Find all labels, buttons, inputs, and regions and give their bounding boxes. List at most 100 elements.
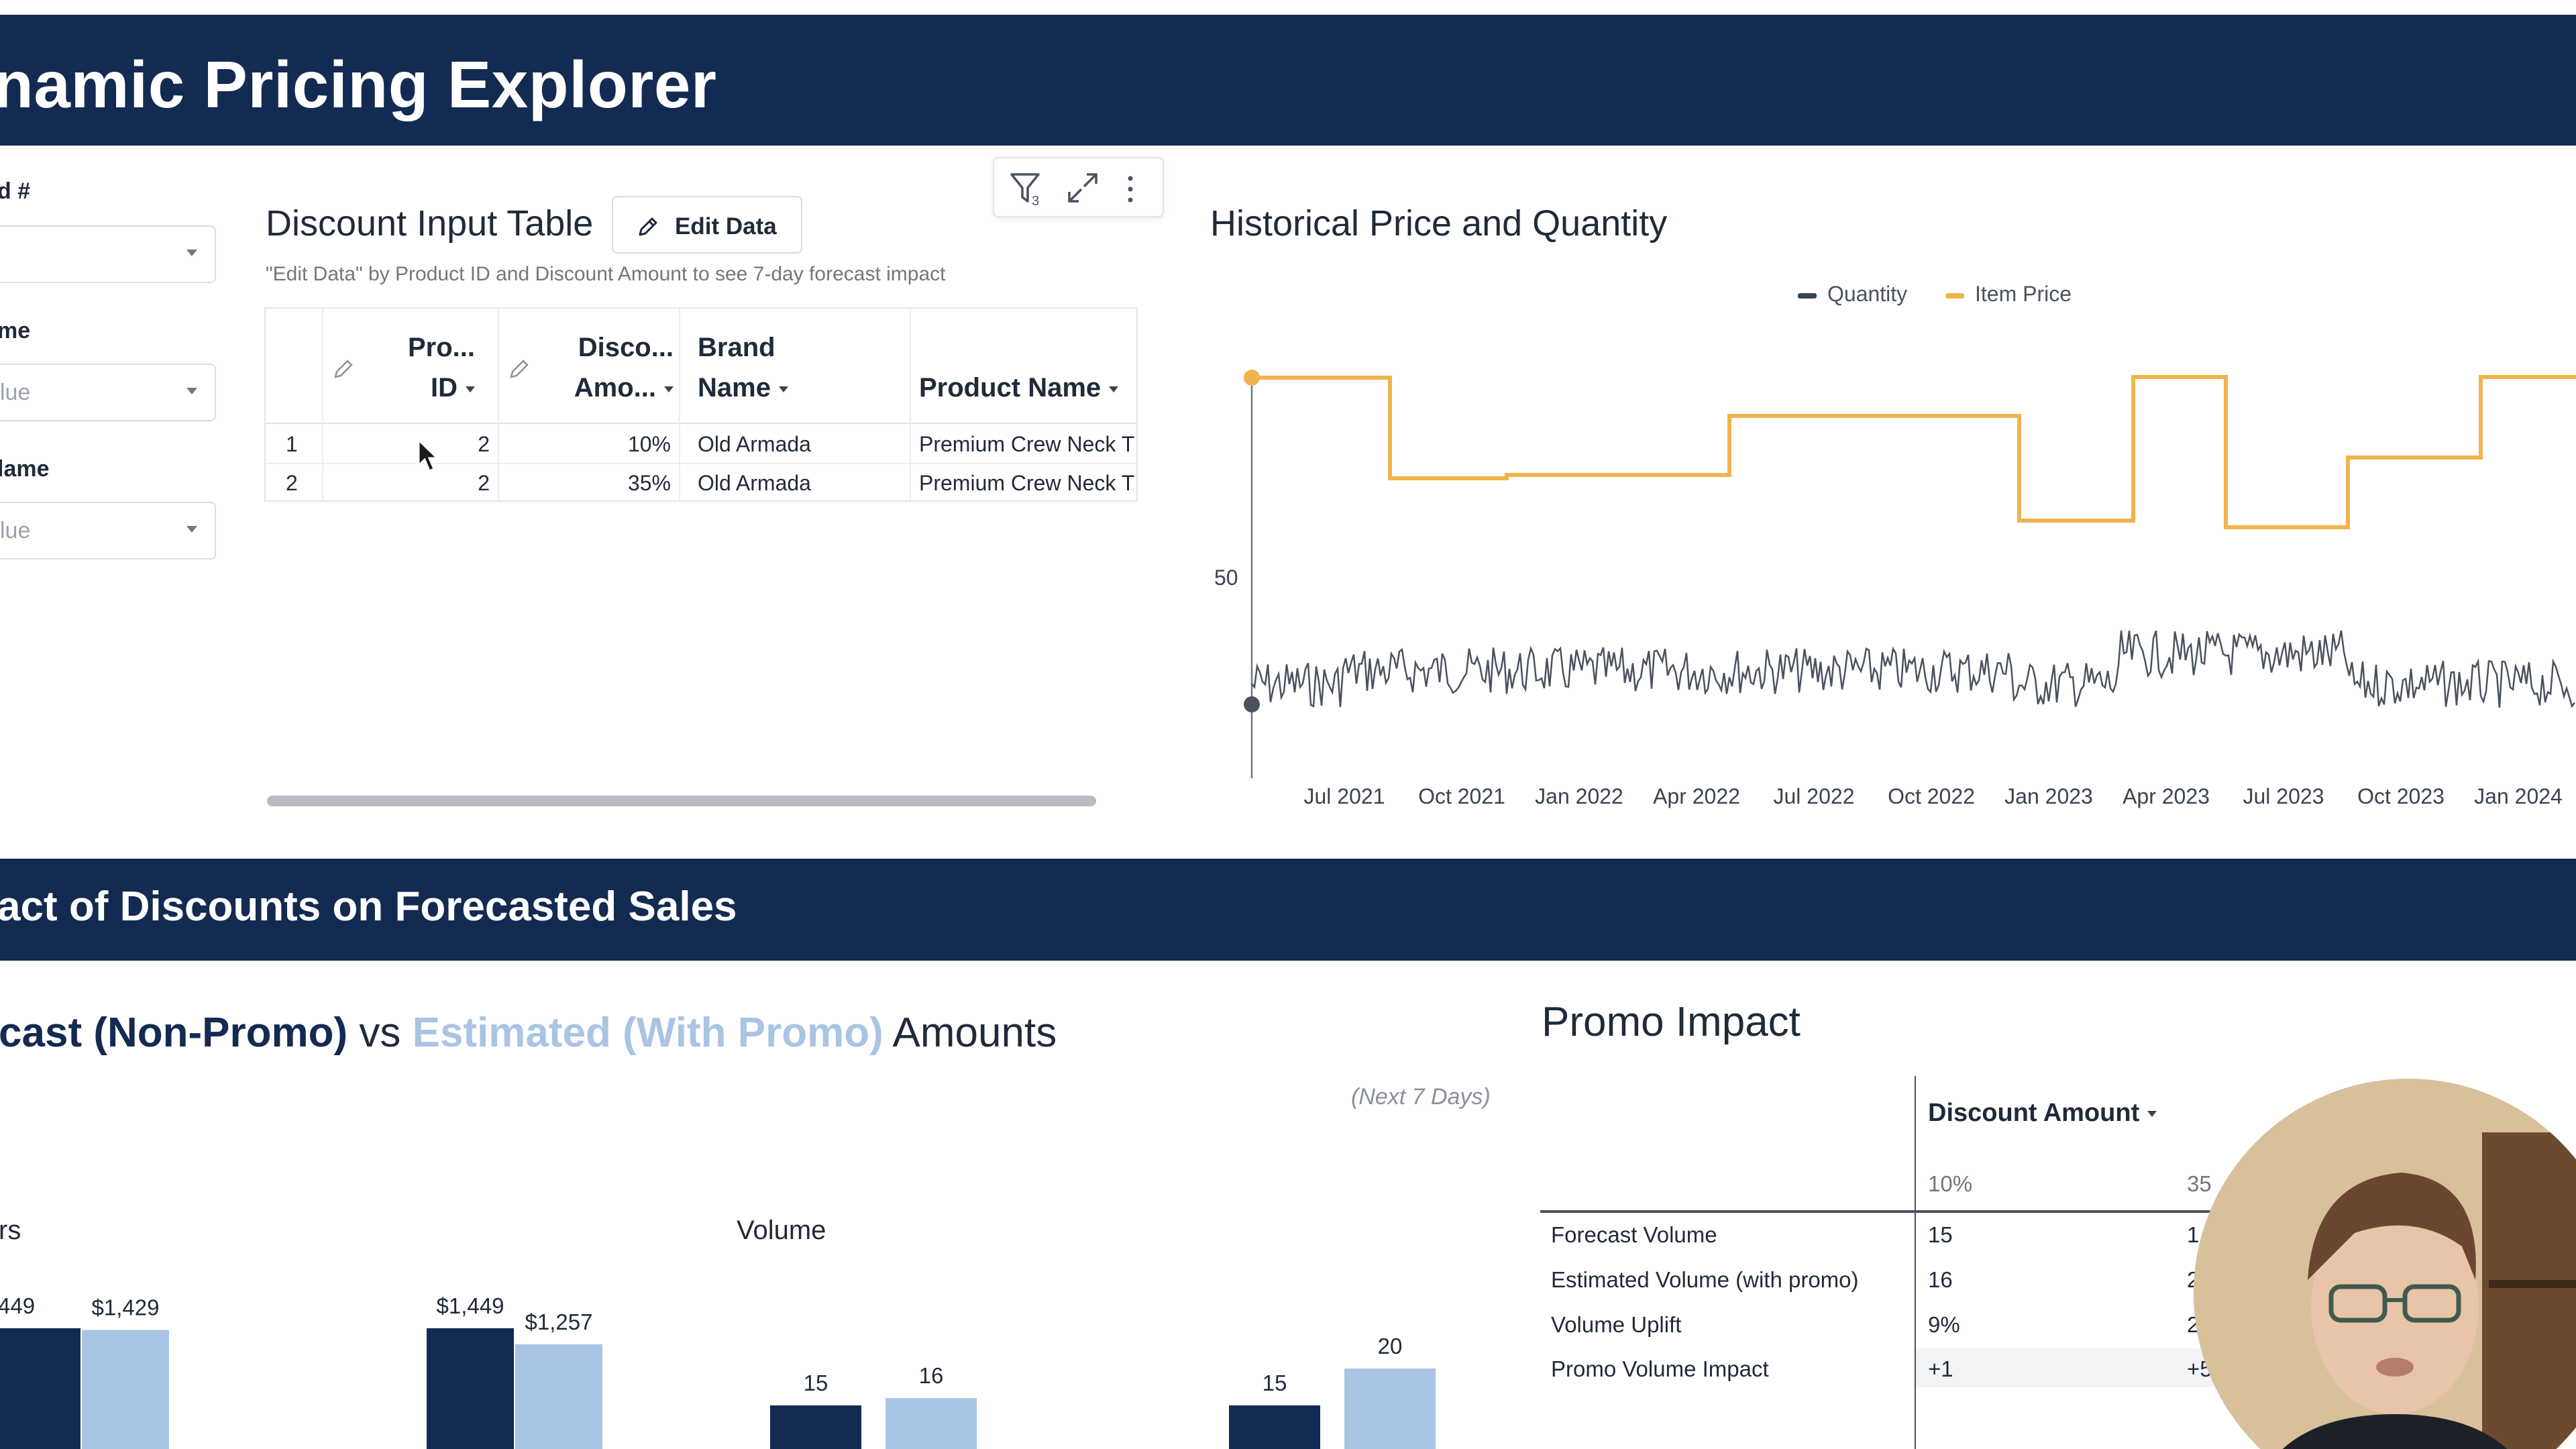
presenter-video — [2194, 1079, 2576, 1449]
cell-product-id[interactable]: 2 — [478, 471, 490, 495]
discount-grid: Pro... ID Disco... Amo... Brand Name Pro… — [264, 307, 1138, 502]
volume-bar — [770, 1405, 861, 1449]
pivot-value: 1 — [2187, 1222, 2200, 1247]
pivot-row-label: Forecast Volume — [1551, 1222, 1717, 1247]
filter-select-1[interactable] — [0, 225, 216, 283]
volume-bar-label: 20 — [1378, 1334, 1403, 1358]
more-vertical-icon[interactable] — [1120, 172, 1140, 207]
dollar-bar-label: $1,257 — [525, 1309, 593, 1334]
pivot-col-10: 10% — [1928, 1171, 1973, 1196]
filter-select-2[interactable]: lue — [0, 364, 216, 421]
webcam-overlay — [2194, 1079, 2576, 1449]
pivot-divider — [1915, 1076, 1916, 1449]
sort-caret-icon[interactable] — [778, 386, 788, 392]
pivot-value: +1 — [1928, 1356, 1953, 1381]
x-tick-label: Oct 2022 — [1888, 784, 1975, 808]
pivot-value: 9% — [1928, 1312, 1960, 1337]
horizontal-scrollbar[interactable] — [267, 796, 1096, 806]
legend-quantity[interactable]: Quantity — [1798, 282, 1907, 307]
x-tick-label: Jan 2022 — [1535, 784, 1623, 808]
x-tick-label: Oct 2021 — [1418, 784, 1505, 808]
x-tick-label: Apr 2022 — [1653, 784, 1740, 808]
y-tick-50: 50 — [1214, 566, 1238, 590]
col-header-product-name[interactable]: Product Name — [919, 368, 1119, 408]
pivot-col-35: 35 — [2187, 1171, 2212, 1196]
dollar-bar — [427, 1328, 514, 1449]
history-chart-title: Historical Price and Quantity — [1210, 203, 1668, 244]
cell-discount[interactable]: 35% — [627, 471, 671, 495]
edit-data-label: Edit Data — [675, 213, 777, 239]
x-tick-label: Oct 2023 — [2357, 784, 2445, 808]
cell-brand: Old Armada — [698, 432, 811, 456]
dollar-bar — [0, 1328, 80, 1449]
x-tick-label: Jul 2021 — [1304, 784, 1385, 808]
volume-subtitle: Volume — [737, 1216, 826, 1245]
promo-impact-title: Promo Impact — [1542, 999, 1801, 1045]
forecast-title: cast (Non-Promo) vs Estimated (With Prom… — [0, 1010, 1057, 1056]
pivot-header-rule — [1540, 1210, 2576, 1213]
x-tick-label: Apr 2023 — [2123, 784, 2210, 808]
app-header: namic Pricing Explorer — [0, 15, 2576, 146]
next-days-note: (Next 7 Days) — [1351, 1084, 1491, 1110]
dollar-bar-label: $1,429 — [92, 1295, 160, 1320]
volume-bar — [1344, 1368, 1436, 1449]
volume-bar-label: 15 — [1263, 1371, 1287, 1395]
section-title: act of Discounts on Forecasted Sales — [0, 883, 737, 930]
x-tick-label: Jan 2023 — [2004, 784, 2093, 808]
filter-placeholder-3: lue — [0, 518, 31, 543]
filter-icon[interactable]: 3 — [1009, 170, 1049, 208]
cell-product: Premium Crew Neck T — [919, 432, 1135, 456]
filter-count: 3 — [1032, 194, 1039, 208]
volume-bar-label: 16 — [919, 1363, 944, 1388]
top-strip — [0, 0, 2576, 15]
dollar-bar — [515, 1344, 602, 1449]
dollar-bar-label: ,449 — [0, 1293, 35, 1318]
chevron-down-icon — [186, 526, 197, 533]
row-number: 1 — [286, 432, 298, 456]
chevron-down-icon — [186, 250, 197, 256]
sort-caret-icon[interactable] — [1109, 386, 1119, 392]
pivot-value: 16 — [1928, 1267, 1953, 1292]
chevron-down-icon — [186, 388, 197, 394]
history-chart: 50 Jul 2021 Oct 2021 Jan 2022 Apr 2022 Jul 2… — [1214, 370, 2576, 808]
sort-caret-icon[interactable] — [664, 386, 674, 392]
sort-caret-icon[interactable] — [2147, 1111, 2157, 1118]
pivot-row-label: Estimated Volume (with promo) — [1551, 1267, 1859, 1292]
filter-select-3[interactable]: lue — [0, 502, 216, 559]
quantity-line — [1251, 630, 2575, 708]
col-header-brand-name[interactable]: Brand Name — [698, 327, 788, 408]
volume-bar — [1229, 1405, 1320, 1449]
pivot-row-label: Promo Volume Impact — [1551, 1356, 1769, 1381]
dollars-subtitle: rs — [0, 1216, 21, 1245]
cell-product-id[interactable]: 2 — [478, 432, 490, 456]
filter-placeholder-2: lue — [0, 380, 31, 405]
legend-item-price[interactable]: Item Price — [1945, 282, 2072, 307]
item-price-line — [1252, 375, 2576, 529]
pencil-icon — [639, 217, 657, 236]
volume-bar — [885, 1398, 977, 1449]
x-tick-label: Jul 2022 — [1774, 784, 1855, 808]
dollar-bar — [82, 1330, 169, 1449]
cell-discount[interactable]: 10% — [627, 432, 671, 456]
cell-product: Premium Crew Neck T — [919, 471, 1135, 495]
expand-icon[interactable] — [1064, 172, 1102, 207]
col-header-discount-amount[interactable]: Disco... Amo... — [574, 333, 674, 402]
dollar-bar-label: $1,449 — [437, 1293, 504, 1318]
page-title: namic Pricing Explorer — [0, 48, 717, 121]
col-header-product-id[interactable]: Pro... ID — [407, 333, 475, 402]
sort-caret-icon[interactable] — [466, 386, 475, 392]
pivot-row-label: Volume Uplift — [1551, 1312, 1682, 1337]
pivot-header-discount-amount[interactable]: Discount Amount — [1928, 1099, 2157, 1128]
grid-header — [266, 309, 1136, 424]
section-header: act of Discounts on Forecasted Sales — [0, 859, 2576, 961]
forecast-bars: ,449 $1,429 $1,449 $1,257 15 16 15 20 — [0, 1293, 1436, 1449]
volume-bar-label: 15 — [804, 1371, 828, 1395]
cell-brand: Old Armada — [698, 471, 811, 495]
mouse-cursor-icon — [417, 439, 440, 472]
filter-label-3: lame — [0, 456, 50, 482]
row-number: 2 — [286, 471, 298, 495]
pivot-value: 15 — [1928, 1222, 1953, 1247]
legend-swatch-item-price — [1945, 292, 1964, 299]
edit-data-button[interactable]: Edit Data — [612, 196, 802, 254]
legend-swatch-quantity — [1798, 292, 1817, 299]
